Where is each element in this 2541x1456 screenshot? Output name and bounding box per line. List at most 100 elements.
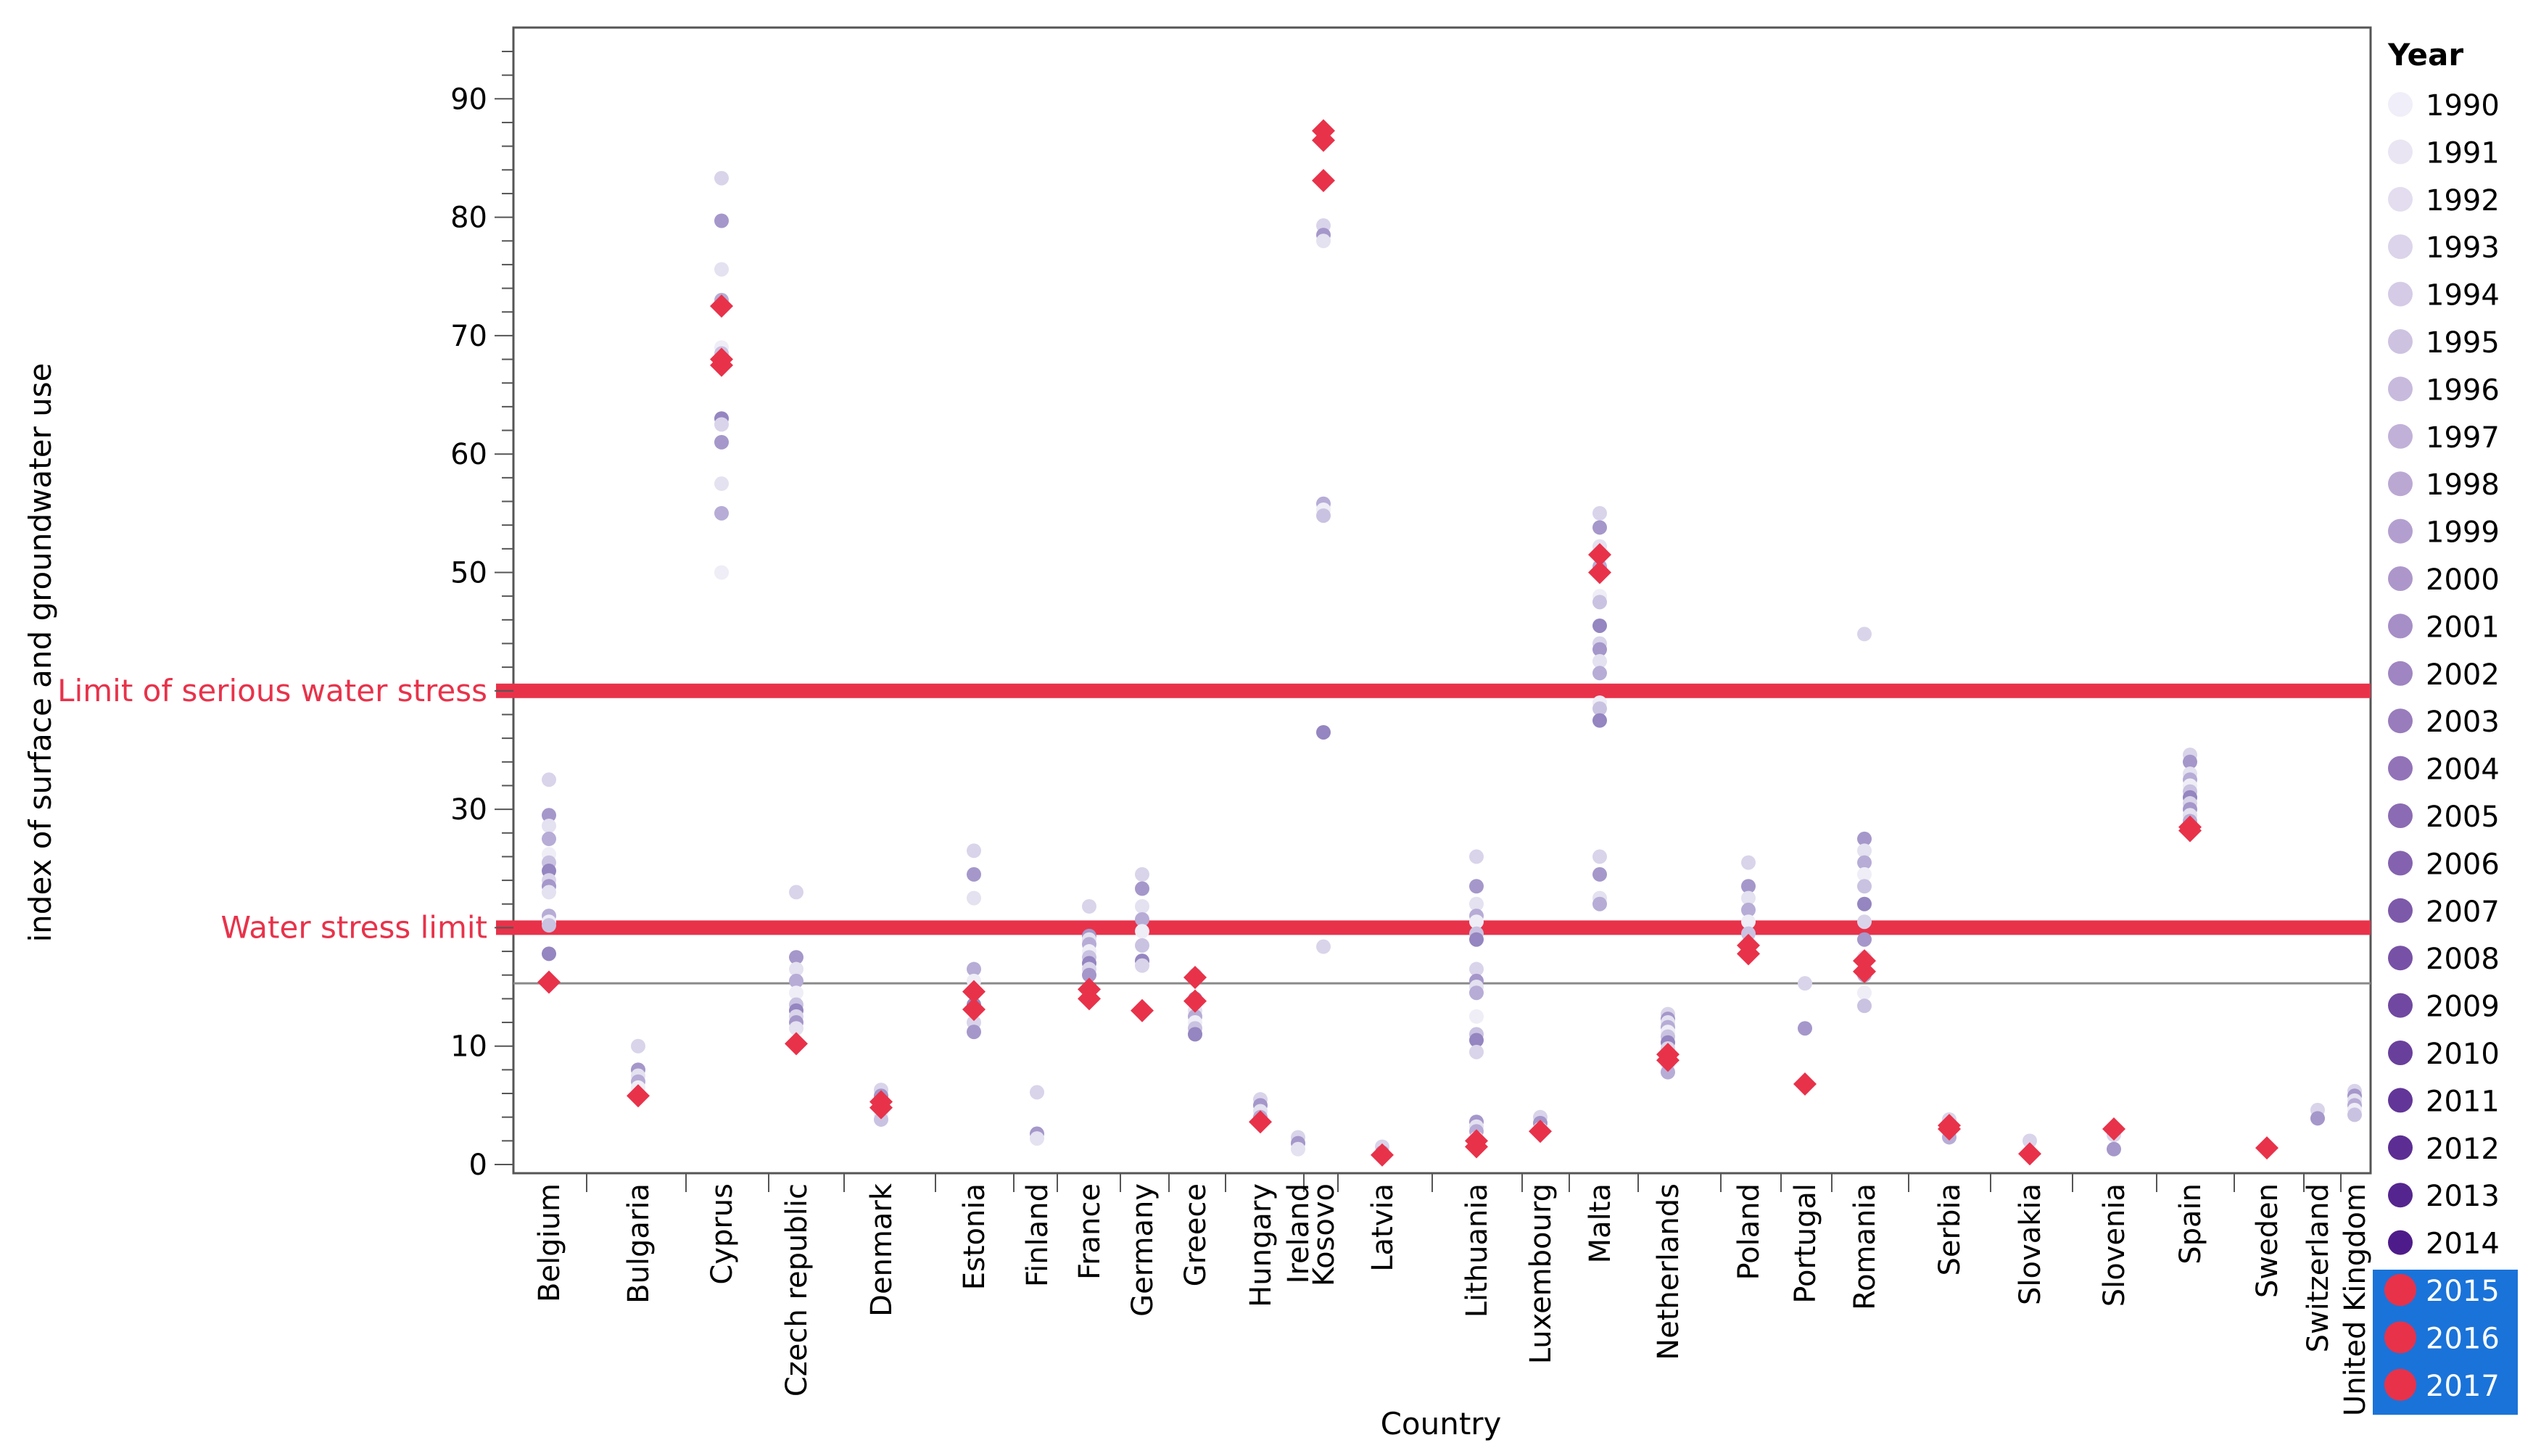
legend-year-label: 1999 [2426, 516, 2500, 550]
historic-point [1316, 508, 1331, 524]
x-tick-label: United Kingdom [2339, 1183, 2372, 1416]
legend-year-label: 2013 [2426, 1180, 2500, 1213]
historic-point [1188, 1027, 1202, 1042]
y-tick-label: 10 [450, 1030, 487, 1064]
x-tick-label: Greece [1179, 1183, 1212, 1286]
x-tick-label: Sweden [2251, 1183, 2284, 1298]
historic-point [1469, 1044, 1484, 1059]
historic-point [1741, 926, 1756, 941]
historic-point [789, 1021, 803, 1036]
x-tick-label: France [1073, 1183, 1107, 1280]
x-tick-label: Germany [1126, 1183, 1160, 1317]
recent-point [1131, 998, 1154, 1022]
historic-point [1741, 879, 1756, 894]
historic-point [1469, 985, 1484, 1001]
x-axis: Belgium Bulgaria Cyprus Czech republic Denma… [533, 1173, 2372, 1416]
legend-marker [2384, 1321, 2416, 1354]
legend-year-label: 1994 [2426, 279, 2500, 313]
x-tick-label: Spain [2174, 1183, 2207, 1265]
historic-point [542, 818, 556, 833]
historic-point [1661, 1064, 1675, 1080]
x-tick-label: Switzerland [2302, 1183, 2335, 1352]
historic-point [967, 1025, 981, 1040]
legend-year-label: 1992 [2426, 184, 2500, 218]
legend-marker [2388, 946, 2413, 971]
historic-point [714, 417, 729, 432]
historic-point [789, 985, 803, 1001]
historic-point [1469, 914, 1484, 930]
historic-point [1135, 911, 1149, 927]
recent-point [2018, 1142, 2041, 1166]
recent-point [1312, 128, 1335, 152]
historic-point [542, 946, 556, 961]
historic-point [1316, 233, 1331, 249]
x-tick-label: Kosovo [1307, 1183, 1341, 1286]
legend-year-label: 1990 [2426, 89, 2500, 123]
recent-point [962, 998, 986, 1022]
historic-point [1857, 866, 1872, 882]
historic-point [631, 1038, 645, 1054]
x-tick-label: Poland [1732, 1183, 1766, 1281]
historic-point [1291, 1141, 1305, 1157]
historic-point [1135, 899, 1149, 914]
historic-point [1030, 1131, 1044, 1146]
recent-point [710, 294, 733, 318]
y-tick-label: 50 [450, 557, 487, 590]
legend-marker [2388, 1183, 2413, 1208]
recent-point [1465, 1135, 1488, 1159]
historic-point [1135, 881, 1149, 896]
historic-point [1469, 896, 1484, 911]
recent-point [537, 970, 561, 994]
historic-point [1857, 879, 1872, 894]
recent-point [1183, 965, 1207, 989]
historic-point [1857, 914, 1872, 930]
historic-point [1316, 724, 1331, 740]
legend-year-label: 2006 [2426, 848, 2500, 881]
y-tick-label: 80 [450, 202, 487, 235]
recent-point [1249, 1110, 1272, 1134]
historic-point [1857, 896, 1872, 911]
historic-point [1741, 902, 1756, 917]
recent-points [537, 119, 2278, 1167]
historic-point [1857, 855, 1872, 870]
x-tick-label: Slovakia [2014, 1183, 2047, 1305]
legend-year-label: 2002 [2426, 658, 2500, 692]
legend-marker [2388, 1088, 2413, 1113]
historic-point [542, 808, 556, 823]
x-tick-label: Ireland [1282, 1183, 1315, 1283]
historic-point [542, 885, 556, 900]
y-tick-label: 60 [450, 438, 487, 471]
legend-marker [2388, 423, 2413, 449]
recent-point [2255, 1136, 2278, 1160]
legend-year-label: 2011 [2426, 1085, 2500, 1118]
x-tick-label: Slovenia [2098, 1183, 2131, 1307]
legend-year-label: 2004 [2426, 753, 2500, 787]
legend-year-label: 2009 [2426, 990, 2500, 1024]
x-tick-label: Belgium [533, 1183, 566, 1302]
recent-point [1793, 1072, 1817, 1096]
historic-point [1592, 520, 1607, 535]
legend-marker [2388, 851, 2413, 876]
recent-point [1529, 1120, 1552, 1143]
y-axis-title: index of surface and groundwater use [22, 363, 58, 943]
legend-year-label: 2003 [2426, 706, 2500, 739]
legend-year-label: 1998 [2426, 468, 2500, 502]
legend-year-label: 2014 [2426, 1228, 2500, 1261]
x-tick-label: Estonia [958, 1183, 991, 1290]
legend-marker [2388, 186, 2413, 212]
historic-point [1741, 855, 1756, 870]
x-axis-title: Country [1381, 1406, 1502, 1441]
legend-marker [2388, 898, 2413, 923]
recent-point [1737, 942, 1760, 966]
recent-point [1183, 989, 1207, 1013]
recent-point [2178, 819, 2202, 843]
legend-year-label: 1993 [2426, 231, 2500, 265]
legend-marker [2388, 329, 2413, 354]
historic-point [542, 831, 556, 846]
legend-year-label: 2000 [2426, 563, 2500, 597]
legend-year-label: 2016 [2426, 1322, 2500, 1355]
historic-point [1469, 961, 1484, 977]
x-tick-label: Hungary [1244, 1183, 1278, 1307]
historic-point [1592, 666, 1607, 681]
